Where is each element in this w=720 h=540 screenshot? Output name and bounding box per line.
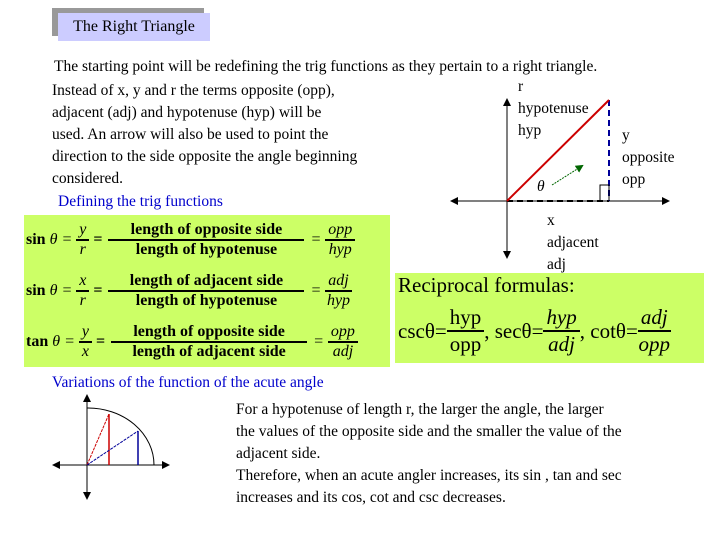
theta: θ	[49, 282, 58, 299]
theta: θ	[49, 231, 58, 248]
reciprocal-row: cscθ= hyp opp, secθ= hyp adj, cotθ= adj opp	[398, 305, 671, 357]
intro-text: The starting point will be redefining th…	[54, 58, 598, 75]
adjacent-labels: x adjacent adj	[547, 212, 599, 273]
quarter-circle	[86, 407, 155, 466]
abbr-fraction: adj hyp	[325, 272, 352, 309]
variations-heading: Variations of the function of the acute …	[52, 374, 324, 391]
para-line: adjacent (adj) and hypotenuse (hyp) will…	[52, 104, 322, 121]
para-line: Instead of x, y and r the terms opposite…	[52, 82, 335, 99]
fn-name: sin	[26, 282, 46, 299]
cot-label: cotθ=	[590, 318, 638, 343]
variations-text: For a hypotenuse of length r, the larger…	[236, 401, 622, 506]
intro-paragraph: Instead of x, y and r the terms opposite…	[52, 80, 357, 190]
para-line: used. An arrow will also be used to poin…	[52, 126, 329, 143]
right-angle-mark	[599, 184, 610, 202]
cot-fraction: adj opp	[637, 305, 671, 356]
word-fraction: length of opposite side length of adjacen…	[109, 323, 309, 361]
reciprocal-heading: Reciprocal formulas:	[398, 273, 575, 297]
fn-name: tan	[26, 333, 49, 350]
equals: =	[61, 282, 73, 299]
abbr-fraction: opp adj	[327, 323, 358, 361]
direction-arrow	[551, 164, 584, 186]
slide-title: The Right Triangle	[58, 13, 210, 41]
sec-label: secθ=	[494, 318, 544, 343]
opposite-labels: y opposite opp	[622, 127, 675, 188]
csc-fraction: hyp opp	[446, 305, 485, 357]
word-fraction: length of opposite side length of hypoten…	[106, 221, 306, 259]
para-line: direction to the side opposite the angle…	[52, 148, 358, 165]
hypotenuse	[506, 99, 610, 202]
sec-fraction: hyp adj	[543, 305, 580, 357]
hypotenuse-labels: r hypotenuse hyp	[518, 78, 589, 139]
para-line: considered.	[52, 170, 124, 187]
equals: =	[61, 231, 73, 248]
csc-label: cscθ=	[398, 318, 447, 343]
abbr-fraction: opp hyp	[325, 221, 356, 259]
theta: θ	[52, 333, 61, 350]
reciprocal-formulas-box: Reciprocal formulas: cscθ= hyp opp, secθ= h…	[395, 273, 704, 363]
variations-diagram	[52, 394, 170, 500]
fn-name: sin	[26, 231, 46, 248]
equals: =	[64, 333, 75, 350]
defining-heading: Defining the trig functions	[58, 193, 223, 210]
theta-label: θ	[537, 178, 545, 195]
word-fraction: length of adjacent side length of hypoten…	[106, 272, 306, 310]
